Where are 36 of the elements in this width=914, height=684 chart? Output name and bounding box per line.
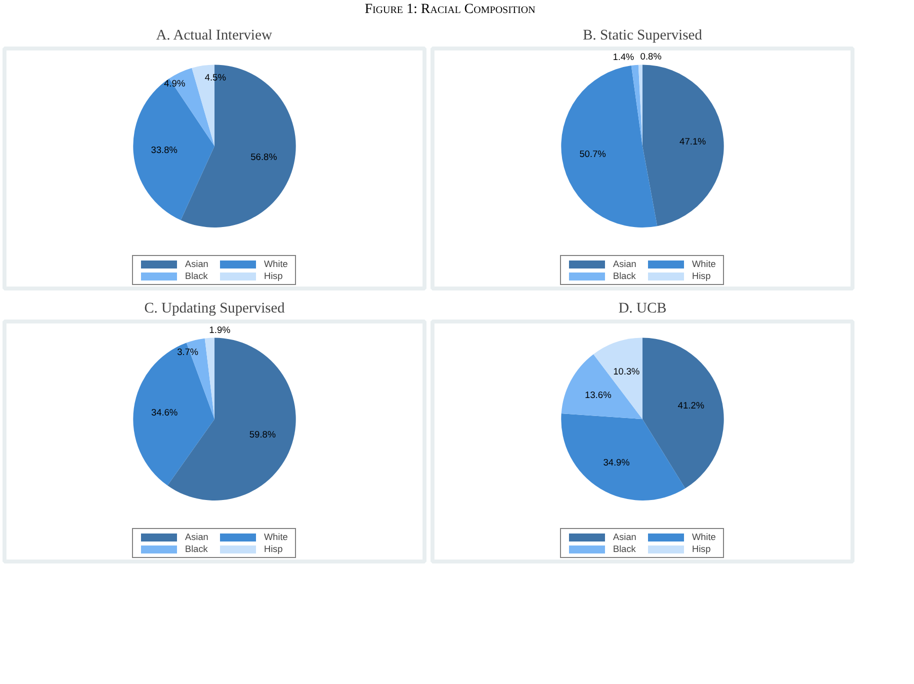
legend-label: Hisp [264, 271, 284, 281]
data-label: 47.1% [680, 136, 706, 147]
legend-label: Asian [185, 259, 210, 269]
data-label: 3.7% [177, 346, 198, 357]
legend-label: Black [613, 271, 637, 281]
chart-title: C. Updating Supervised [144, 300, 286, 316]
legend-label: Asian [185, 532, 210, 542]
legend-label: Black [185, 544, 209, 554]
data-label: 0.8% [640, 52, 662, 62]
legend-label: White [264, 532, 289, 542]
legend-label: Asian [613, 532, 638, 542]
chart-title: D. UCB [618, 300, 667, 316]
legend-label: White [692, 532, 717, 542]
data-label: 10.3% [613, 366, 640, 376]
data-label: 59.8% [249, 429, 276, 440]
data-label: 50.7% [579, 149, 606, 160]
legend-label: Black [185, 271, 209, 281]
data-label: 34.9% [603, 457, 630, 468]
data-label: 1.4% [612, 52, 634, 62]
legend-label: Hisp [692, 544, 712, 554]
legend-label: White [692, 259, 717, 269]
chart-title: B. Static Supervised [582, 28, 703, 44]
chart-title: A. Actual Interview [156, 28, 273, 44]
data-label: 56.8% [250, 152, 278, 162]
legend-label: White [264, 259, 289, 269]
data-label: 41.2% [678, 400, 704, 410]
data-label: 13.6% [584, 390, 612, 400]
legend-label: Hisp [264, 544, 284, 554]
data-label: 4.9% [164, 78, 186, 88]
data-label: 1.9% [209, 324, 230, 335]
caption: Figure 1: Racial Composition [364, 1, 536, 19]
legend-label: Black [613, 544, 637, 554]
data-label: 33.8% [151, 145, 178, 156]
legend-label: Asian [613, 259, 638, 269]
data-label: 34.6% [151, 407, 178, 418]
legend-label: Hisp [692, 271, 712, 281]
